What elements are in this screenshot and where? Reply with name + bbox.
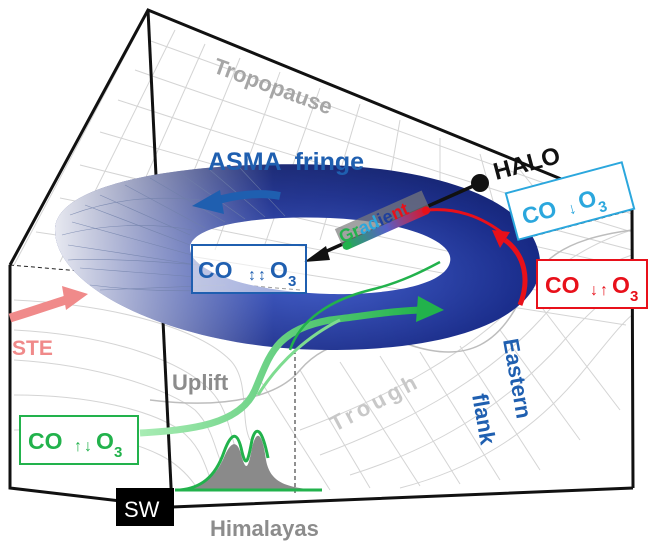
tropopause-label: Tropopause (210, 53, 336, 119)
himalaya-peaks (175, 429, 322, 492)
ste-label: STE (12, 337, 53, 360)
co-o3-box-center: CO ↕ ↕ O 3 (191, 244, 307, 294)
svg-text:3: 3 (630, 288, 638, 305)
svg-text:3: 3 (114, 444, 122, 461)
sw-label: SW (124, 497, 160, 522)
asma-fringe-label: ASMA fringe (208, 148, 364, 176)
svg-text:CO: CO (28, 428, 63, 454)
red-flow-arrow (427, 208, 528, 306)
flank-label: flank (467, 392, 501, 448)
svg-text:↓: ↓ (590, 282, 598, 299)
gradient-bar (334, 190, 431, 250)
svg-text:3: 3 (288, 273, 296, 290)
ste-arrow (8, 286, 88, 323)
co-o3-box-top-right: CO ↓ O 3 (504, 161, 636, 241)
asma-circulation-arrow (192, 190, 281, 214)
uplift-label: Uplift (172, 370, 229, 395)
svg-text:O: O (96, 428, 114, 454)
eastern-label: Eastern (498, 337, 537, 421)
svg-text:O: O (612, 272, 630, 298)
green-uplift-track (139, 260, 444, 437)
sw-tag (116, 488, 174, 526)
svg-text:CO: CO (198, 257, 233, 283)
co-o3-box-right: CO ↓ ↑ O 3 (536, 259, 648, 309)
trough-label: Trough (326, 368, 425, 436)
svg-text:O: O (270, 257, 288, 283)
svg-text:↓: ↓ (84, 438, 92, 455)
himalayas-label: Himalayas (210, 516, 319, 541)
svg-text:↑: ↑ (74, 438, 82, 455)
svg-text:↑: ↑ (600, 282, 608, 299)
svg-text:CO: CO (545, 272, 580, 298)
svg-text:↕: ↕ (248, 267, 256, 284)
co-o3-box-left: CO ↑ ↓ O 3 (19, 415, 139, 465)
svg-text:↕: ↕ (258, 267, 266, 284)
